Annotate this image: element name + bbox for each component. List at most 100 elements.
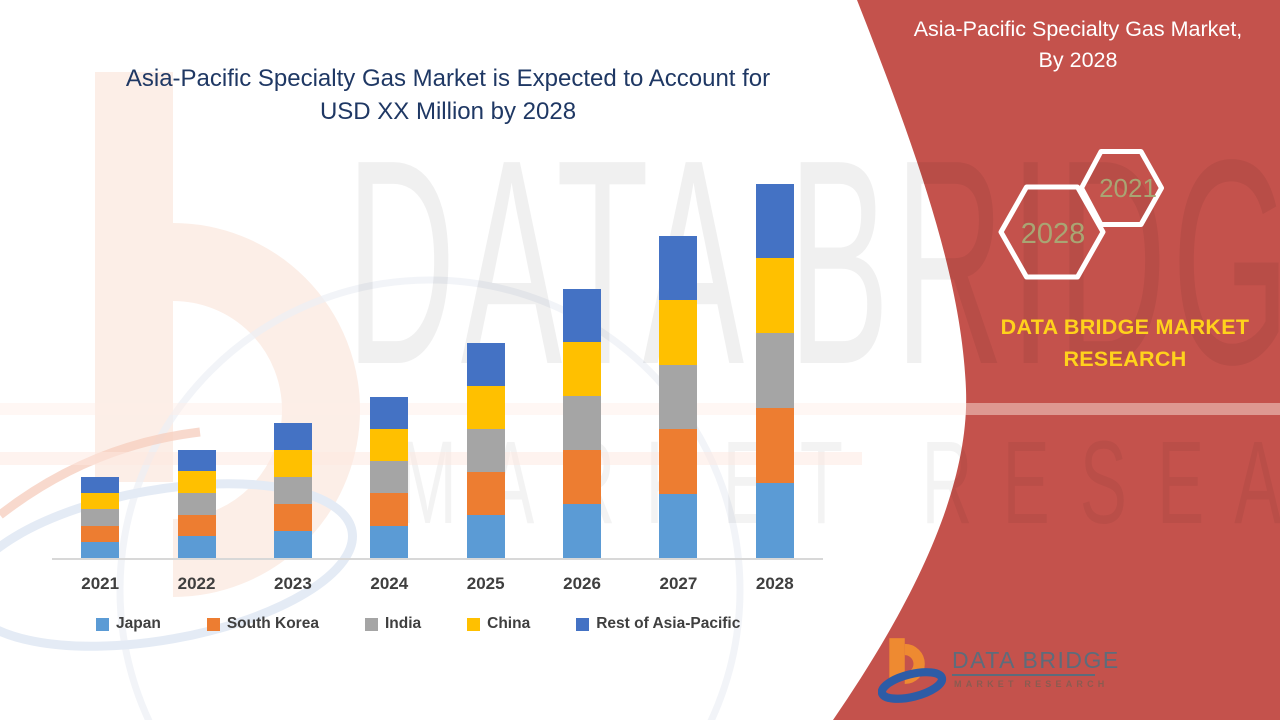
bar-segment-rest-of-asia-pacific-2025 [466, 343, 505, 386]
bar-segment-china-2028 [755, 258, 794, 334]
bar-segment-china-2024 [370, 428, 409, 462]
bar-segment-japan-2025 [466, 515, 505, 558]
watermark-faint-circle [116, 276, 744, 720]
bar-segment-japan-2024 [370, 525, 409, 558]
x-tick-2028: 2028 [755, 574, 794, 593]
bar-segment-japan-2021 [81, 541, 120, 558]
bar-column-2028 [727, 140, 823, 558]
legend-item-japan: Japan [96, 615, 161, 633]
legend-label-japan: Japan [116, 615, 161, 632]
logo-underline [952, 674, 1095, 676]
bar-segment-south-korea-2021 [81, 525, 120, 542]
stacked-bar-2027 [659, 236, 698, 558]
bar-column-2023 [245, 140, 341, 558]
legend-label-india: India [384, 615, 422, 632]
watermark-blue-swoosh [0, 479, 357, 651]
chart-title-line2: USD XX Million by 2028 [319, 98, 577, 125]
bar-segment-china-2027 [659, 300, 698, 365]
watermark-b-stem [95, 72, 173, 482]
bar-segment-south-korea-2023 [273, 503, 312, 531]
bar-column-2022 [148, 140, 244, 558]
bar-segment-south-korea-2028 [755, 408, 794, 484]
bar-segment-india-2022 [177, 492, 216, 515]
bar-segment-japan-2027 [659, 493, 698, 558]
bar-segment-south-korea-2027 [659, 429, 698, 494]
data-bridge-logo-icon [878, 638, 947, 703]
bar-segment-china-2025 [466, 386, 505, 429]
bar-segment-south-korea-2024 [370, 493, 409, 526]
bar-segment-india-2026 [563, 396, 602, 451]
red-panel-shape [833, 0, 1280, 720]
bar-segment-japan-2022 [177, 536, 216, 558]
bar-segment-india-2023 [273, 476, 312, 504]
bar-segment-south-korea-2026 [563, 450, 602, 505]
x-tick-2021: 2021 [81, 574, 120, 593]
watermark-text-market-research: MARKET RESEARCH [398, 424, 1280, 542]
chart-legend: Japan South Korea India China Rest of As… [52, 615, 823, 633]
x-tick-2022: 2022 [177, 574, 216, 593]
brand-wordmark: DATA BRIDGE MARKET RESEARCH [950, 311, 1280, 375]
legend-swatch-south-korea [206, 617, 220, 631]
hexagon-2028: 2028 [998, 184, 1106, 280]
stacked-bar-2026 [563, 288, 602, 558]
hexagon-2028-label: 2028 [1021, 218, 1086, 250]
bar-segment-rest-of-asia-pacific-2021 [81, 477, 120, 494]
bar-segment-india-2024 [370, 461, 409, 494]
bar-segment-india-2025 [466, 429, 505, 472]
legend-swatch-india [364, 617, 378, 631]
bar-segment-china-2021 [81, 493, 120, 510]
chart-title: Asia-Pacific Specialty Gas Market is Exp… [120, 62, 776, 128]
hexagon-2028-outline [998, 184, 1106, 280]
watermark-b-bowl [172, 223, 360, 597]
bar-segment-india-2027 [659, 364, 698, 430]
bar-segment-rest-of-asia-pacific-2028 [755, 183, 794, 259]
bar-column-2024 [341, 140, 437, 558]
logo-tagline-text: MARKET RESEARCH [954, 679, 1109, 689]
legend-swatch-japan [96, 617, 109, 631]
bar-column-2021 [52, 140, 148, 558]
right-panel-title: Asia-Pacific Specialty Gas Market, By 20… [880, 14, 1276, 76]
x-axis-labels: 2021 2022 2023 2024 2025 2026 2027 2028 [52, 574, 823, 594]
bar-segment-china-2023 [273, 449, 312, 477]
bar-segment-india-2028 [755, 333, 794, 409]
stacked-bar-2025 [466, 343, 505, 558]
logo-b-watermark [0, 72, 744, 720]
stacked-bar-2022 [177, 449, 216, 558]
x-tick-2025: 2025 [466, 574, 505, 593]
chart-title-line1: Asia-Pacific Specialty Gas Market is Exp… [125, 65, 771, 92]
bar-segment-china-2026 [563, 342, 602, 397]
hexagon-2021-label: 2021 [1099, 173, 1157, 203]
legend-label-south-korea: South Korea [226, 615, 319, 632]
legend-swatch-rest-of-asia-pacific [576, 617, 590, 631]
x-tick-2024: 2024 [370, 574, 409, 593]
bar-segment-rest-of-asia-pacific-2022 [177, 449, 216, 472]
bar-segment-japan-2028 [755, 483, 794, 558]
bar-segment-japan-2026 [563, 504, 602, 558]
bar-column-2025 [438, 140, 534, 558]
legend-label-china: China [487, 615, 531, 632]
legend-item-rest-of-asia-pacific: Rest of Asia-Pacific [576, 615, 740, 633]
bar-segment-japan-2023 [273, 530, 312, 558]
bar-segment-rest-of-asia-pacific-2026 [563, 288, 602, 343]
bar-column-2027 [630, 140, 726, 558]
bar-segment-rest-of-asia-pacific-2027 [659, 236, 698, 301]
pale-horizontal-band [0, 403, 1280, 415]
legend-swatch-china [467, 617, 481, 631]
stacked-bar-2021 [81, 477, 120, 558]
bar-segment-south-korea-2022 [177, 514, 216, 537]
x-tick-2027: 2027 [659, 574, 698, 593]
bar-segment-china-2022 [177, 471, 216, 493]
stacked-bar-2028 [755, 183, 794, 558]
bar-segment-india-2021 [81, 509, 120, 526]
bar-segment-rest-of-asia-pacific-2024 [370, 396, 409, 429]
right-panel-title-line2: By 2028 [1038, 48, 1118, 72]
bar-chart-plot-area [52, 140, 823, 560]
bar-segment-rest-of-asia-pacific-2023 [273, 422, 312, 450]
bar-segment-south-korea-2025 [466, 472, 505, 515]
bar-column-2026 [534, 140, 630, 558]
legend-label-rest-of-asia-pacific: Rest of Asia-Pacific [596, 615, 741, 632]
x-tick-2026: 2026 [563, 574, 601, 593]
x-tick-2023: 2023 [274, 574, 312, 593]
